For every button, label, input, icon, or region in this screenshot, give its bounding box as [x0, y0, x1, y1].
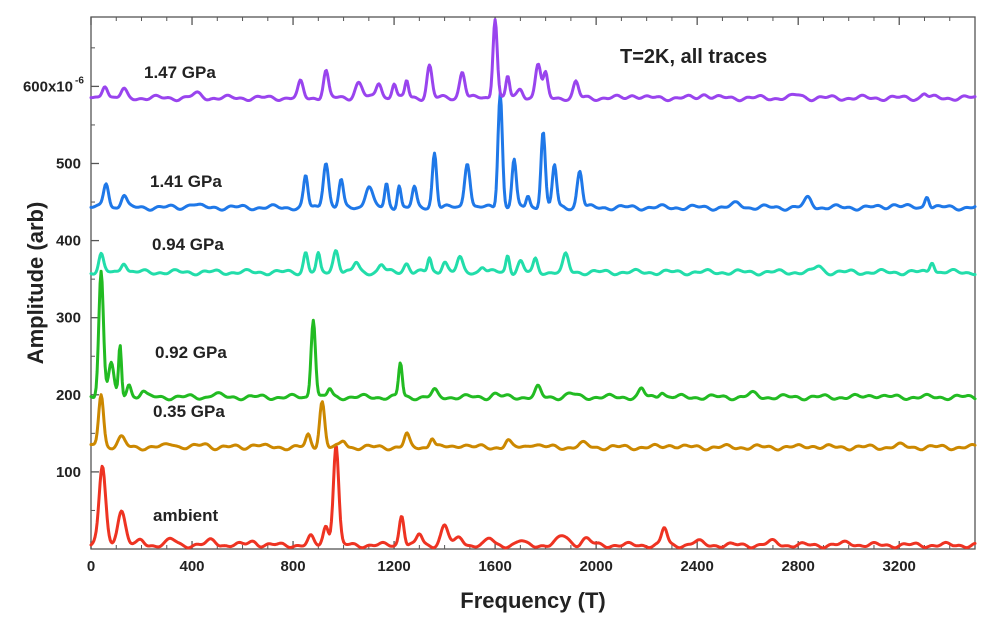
traces: [89, 18, 977, 550]
y-tick-label: 400: [56, 233, 81, 250]
series-label: 0.92 GPa: [155, 343, 227, 362]
y-tick-label: 200: [56, 387, 81, 404]
x-tick-label: 2800: [782, 558, 815, 575]
plot-border: [90, 16, 976, 550]
series-label: ambient: [153, 506, 219, 525]
x-axis-title: Frequency (T): [460, 588, 605, 613]
x-tick-label: 3200: [883, 558, 916, 575]
trace-1-41-gpa: [89, 91, 977, 212]
y-tick-label: 600x10: [23, 78, 73, 95]
x-axis-ticks: 0 400 800 1200 1600 2000 2400 2800 3200: [87, 17, 951, 575]
y-tick-label: 500: [56, 155, 81, 172]
trace-0-94-gpa: [89, 249, 977, 277]
y-axis-ticks: 100 200 300 400 500 600x10 -6: [23, 47, 99, 511]
y-tick-label: 300: [56, 310, 81, 327]
series-labels: ambient 0.35 GPa 0.92 GPa 0.94 GPa 1.41 GPa 1…: [144, 63, 227, 525]
plot-frame: [90, 16, 976, 550]
trace-1-47-gpa: [89, 18, 977, 103]
x-tick-label: 400: [180, 558, 205, 575]
x-tick-label: 800: [281, 558, 306, 575]
x-tick-label: 2000: [579, 558, 612, 575]
series-label: 1.41 GPa: [150, 172, 222, 191]
trace-ambient: [89, 445, 977, 550]
x-tick-label: 1200: [377, 558, 410, 575]
series-label: 1.47 GPa: [144, 63, 216, 82]
y-axis-title: Amplitude (arb): [23, 202, 48, 365]
annotation-text: T=2K, all traces: [620, 46, 767, 68]
trace-0-35-gpa: [89, 393, 977, 452]
trace-0-92-gpa: [89, 269, 977, 402]
x-tick-label: 1600: [478, 558, 511, 575]
series-label: 0.94 GPa: [152, 235, 224, 254]
y-tick-label: 100: [56, 464, 81, 481]
x-tick-label: 2400: [680, 558, 713, 575]
x-tick-label: 0: [87, 558, 95, 575]
series-label: 0.35 GPa: [153, 402, 225, 421]
y-tick-exponent: -6: [75, 75, 84, 86]
